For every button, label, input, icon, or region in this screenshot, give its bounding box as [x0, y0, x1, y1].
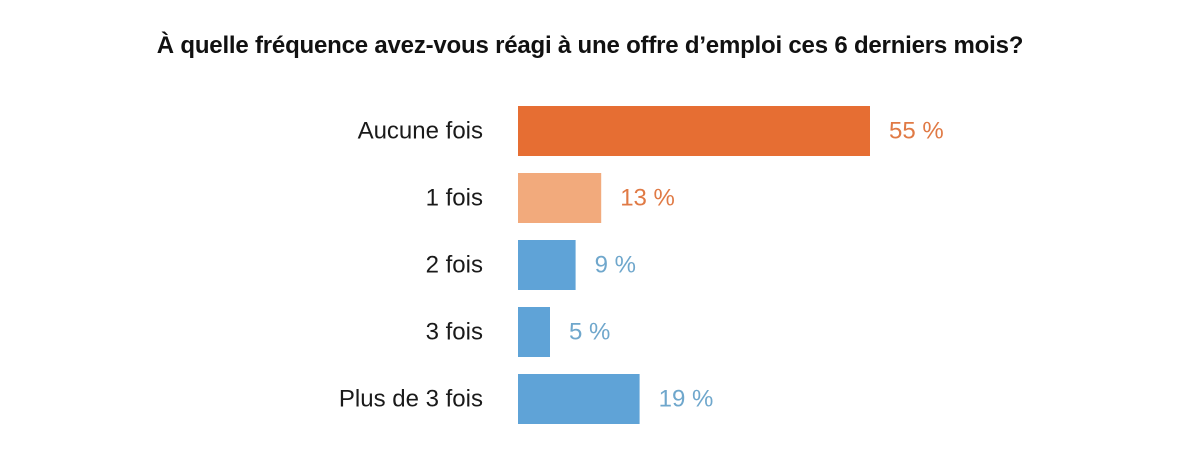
value-label: 5 %: [569, 319, 610, 346]
bar: [518, 374, 640, 424]
bar: [518, 307, 550, 357]
value-label: 13 %: [620, 185, 675, 212]
category-label: Aucune fois: [358, 118, 483, 145]
value-label: 55 %: [889, 118, 944, 145]
value-label: 19 %: [659, 386, 714, 413]
chart-title: À quelle fréquence avez-vous réagi à une…: [156, 32, 1024, 59]
category-label: 3 fois: [426, 319, 483, 346]
bar: [518, 106, 870, 156]
category-label: 2 fois: [426, 252, 483, 279]
category-label: Plus de 3 fois: [339, 386, 483, 413]
value-label: 9 %: [595, 252, 636, 279]
bar: [518, 240, 576, 290]
category-label: 1 fois: [426, 185, 483, 212]
bar: [518, 173, 602, 223]
